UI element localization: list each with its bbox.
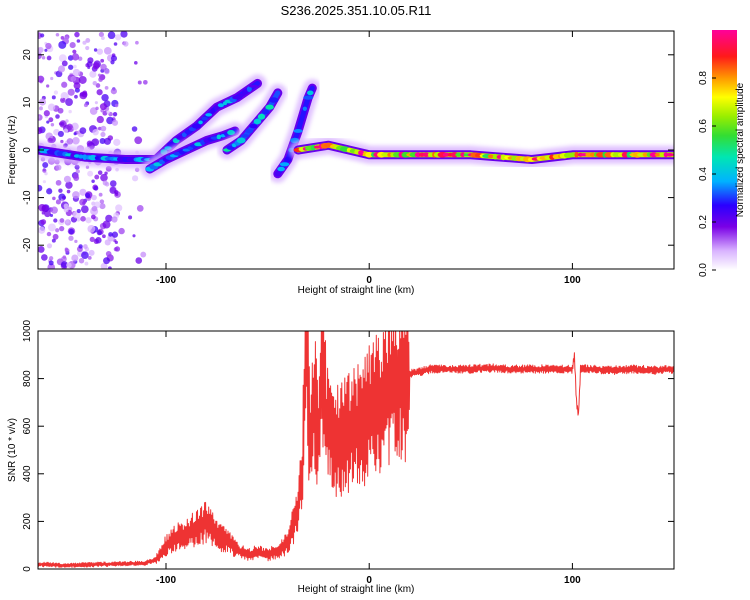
colorbar-tick-label: 0.6 bbox=[698, 119, 709, 133]
colorbar-tick-label: 0.2 bbox=[698, 215, 709, 229]
colorbar-tick-label: 0.0 bbox=[698, 263, 709, 277]
snr-x-tick-label: 100 bbox=[564, 575, 581, 586]
spectrogram-y-tick-label: -10 bbox=[22, 190, 33, 205]
spectrogram-y-label: Frequency (Hz) bbox=[7, 116, 18, 185]
spectrogram-x-tick-label: 0 bbox=[366, 275, 372, 286]
colorbar-tick-label: 0.8 bbox=[698, 71, 709, 85]
spectrogram-image bbox=[38, 31, 674, 269]
spectrogram-curve-3 bbox=[218, 83, 287, 159]
spectrogram-noise-region bbox=[38, 31, 148, 269]
spectrogram-y-tick-label: 10 bbox=[22, 96, 33, 108]
figure-title: S236.2025.351.10.05.R11 bbox=[281, 3, 432, 18]
snr-y-tick-label: 800 bbox=[22, 370, 33, 387]
spectrogram-curve-1 bbox=[38, 74, 267, 169]
snr-y-label: SNR (10 * v/v) bbox=[7, 418, 18, 482]
snr-y-tick-label: 600 bbox=[22, 417, 33, 434]
colorbar-label: Normalized spectral amplitude bbox=[735, 82, 746, 217]
spectrogram-x-tick-label: 100 bbox=[564, 275, 581, 286]
snr-y-tick-label: 0 bbox=[22, 566, 33, 572]
snr-series-line bbox=[38, 331, 674, 568]
snr-frame bbox=[37, 330, 675, 570]
snr-y-tick-label: 1000 bbox=[22, 319, 33, 342]
spectrogram-y-tick-label: -20 bbox=[22, 238, 33, 253]
colorbar-gradient bbox=[712, 30, 737, 270]
spectrogram-y-tick-label: 0 bbox=[22, 147, 33, 153]
spectrogram-x-tick-label: -100 bbox=[156, 275, 176, 286]
snr-y-tick-label: 400 bbox=[22, 465, 33, 482]
snr-x-label: Height of straight line (km) bbox=[298, 584, 415, 595]
spectrogram-x-label: Height of straight line (km) bbox=[298, 285, 415, 296]
spectrogram-curve-4 bbox=[268, 79, 322, 183]
spectrogram-carrier bbox=[289, 136, 674, 169]
spectrogram-curve-2 bbox=[140, 122, 245, 178]
snr-y-tick-label: 200 bbox=[22, 513, 33, 530]
colorbar: 0.0 0.2 0.4 0.6 0.8 Normalized spectral ampl… bbox=[698, 30, 746, 277]
snr-x-tick-label: 0 bbox=[366, 575, 372, 586]
colorbar-tick-label: 0.4 bbox=[698, 167, 709, 181]
snr-x-tick-label: -100 bbox=[156, 575, 176, 586]
spectrogram-y-tick-label: 20 bbox=[22, 49, 33, 61]
